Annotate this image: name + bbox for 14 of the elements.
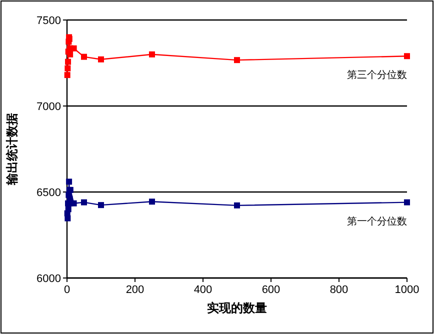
x-tick-label: 400 [194, 284, 212, 296]
x-tick-label: 200 [126, 284, 144, 296]
y-axis-title: 输出统计数据 [5, 113, 19, 186]
series-label: 第一个分位数 [347, 215, 407, 228]
y-tick-label: 7000 [36, 101, 61, 113]
x-tick-label: 0 [64, 284, 70, 296]
y-tick-label: 7500 [36, 15, 61, 27]
x-tick-label: 1000 [394, 284, 420, 296]
y-tick-label: 6000 [36, 273, 61, 285]
x-axis-title: 实现的数量 [207, 301, 267, 315]
series-label: 第三个分位数 [347, 69, 407, 82]
x-tick-label: 800 [330, 284, 348, 296]
x-tick-label: 600 [262, 284, 280, 296]
y-tick-label: 6500 [36, 187, 61, 199]
